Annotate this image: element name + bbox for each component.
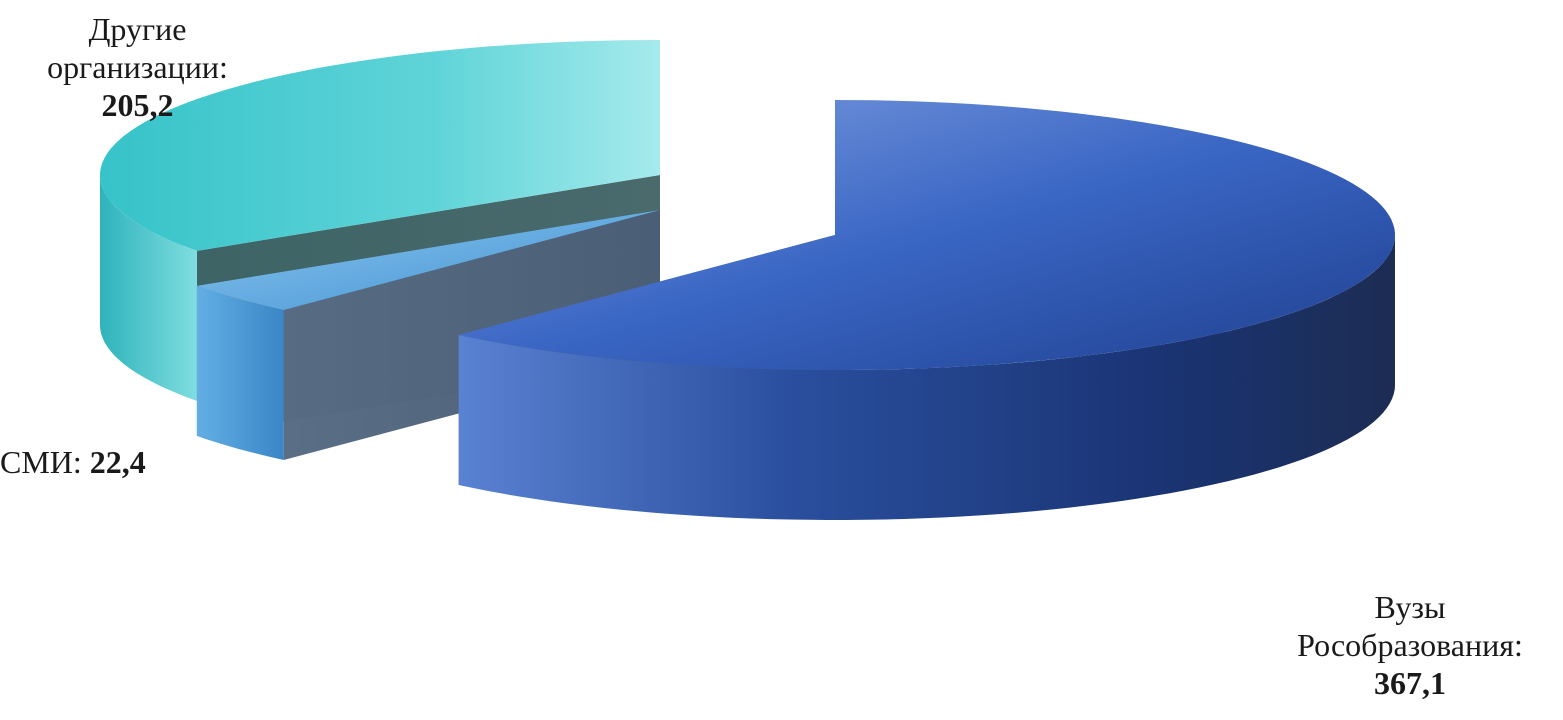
slice-top-smi <box>196 210 660 310</box>
slice-side-other-orgs <box>100 175 197 401</box>
slice-side-smi <box>196 285 284 460</box>
slice-side-vuzy <box>458 235 1395 520</box>
data-label-vuzy-value: 367,1 <box>1374 665 1446 701</box>
data-label-smi: СМИ: 22,4 <box>0 443 210 481</box>
data-label-smi-value: 22,4 <box>89 444 146 480</box>
data-label-other-orgs: Другие организации: 205,2 <box>0 10 275 124</box>
slice-top-other-orgs <box>100 40 660 251</box>
pie-slice-vuzy <box>458 100 1395 520</box>
slice-top-vuzy <box>458 100 1395 370</box>
data-label-vuzy-line2: Рособразования: <box>1297 627 1523 663</box>
data-label-vuzy: Вузы Рособразования: 367,1 <box>1255 588 1563 702</box>
data-label-other-orgs-line2: организации: <box>47 49 228 85</box>
data-label-other-orgs-value: 205,2 <box>101 87 174 123</box>
data-label-smi-name: СМИ: <box>0 444 82 480</box>
slice-wall-smi-1 <box>196 210 660 436</box>
data-label-vuzy-line1: Вузы <box>1374 589 1446 625</box>
data-label-other-orgs-line1: Другие <box>88 11 187 47</box>
